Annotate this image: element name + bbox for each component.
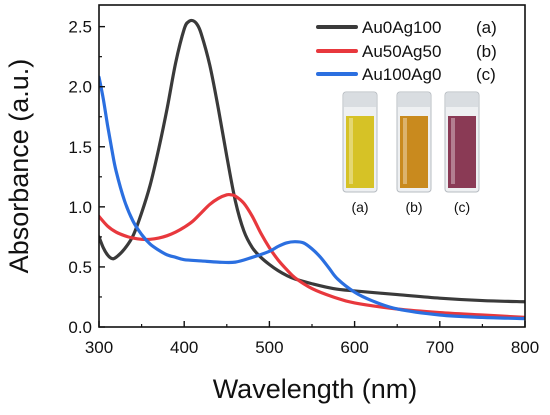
- x-axis-title: Wavelength (nm): [213, 374, 418, 404]
- series-layer: [99, 18, 525, 321]
- vial-highlight: [451, 118, 455, 184]
- vial-liquid: [346, 116, 374, 188]
- vial-label: (c): [454, 199, 470, 215]
- legend-tag: (a): [476, 18, 497, 37]
- vial: (c): [444, 91, 480, 215]
- vial-rim: [446, 93, 478, 107]
- vial-label: (a): [351, 199, 368, 215]
- y-tick-label: 0.0: [68, 318, 92, 337]
- x-tick-label: 700: [426, 338, 454, 357]
- vial-rim: [344, 93, 376, 107]
- y-tick-label: 1.0: [68, 198, 92, 217]
- vial-label: (b): [405, 199, 422, 215]
- vial: (a): [342, 91, 378, 215]
- y-tick-label: 1.5: [68, 138, 92, 157]
- y-axis-title: Absorbance (a.u.): [4, 59, 34, 274]
- x-tick-label: 800: [511, 338, 539, 357]
- series-line-au50ag50: [99, 192, 525, 319]
- y-tick-label: 2.0: [68, 78, 92, 97]
- vial-liquid: [400, 116, 428, 188]
- vials-photo-inset: (a) (b) (c): [342, 91, 480, 215]
- x-tick-label: 500: [255, 338, 283, 357]
- x-tick-label: 600: [340, 338, 368, 357]
- vial-highlight: [349, 118, 353, 184]
- y-tick-label: 0.5: [68, 258, 92, 277]
- y-tick-label: 2.5: [68, 18, 92, 37]
- vial-highlight: [403, 118, 407, 184]
- vial: (b): [396, 91, 432, 215]
- x-tick-label: 400: [170, 338, 198, 357]
- series-line-au0ag100: [99, 18, 525, 304]
- ticks-layer: 300 400 500 600 700 800 0.0 0.5 1.0 1.5 2.0 2.5: [68, 18, 539, 357]
- x-tick-label: 300: [85, 338, 113, 357]
- legend-label: Au0Ag100: [362, 18, 441, 37]
- legend-tag: (c): [476, 65, 496, 84]
- vial-liquid: [448, 116, 476, 188]
- legend-label: Au50Ag50: [362, 42, 441, 61]
- series-line-au100ag0: [99, 75, 525, 321]
- legend-tag: (b): [476, 42, 497, 61]
- legend-label: Au100Ag0: [362, 65, 441, 84]
- legend: Au0Ag100 (a) Au50Ag50 (b) Au100Ag0 (c): [316, 18, 497, 84]
- vial-rim: [398, 93, 430, 107]
